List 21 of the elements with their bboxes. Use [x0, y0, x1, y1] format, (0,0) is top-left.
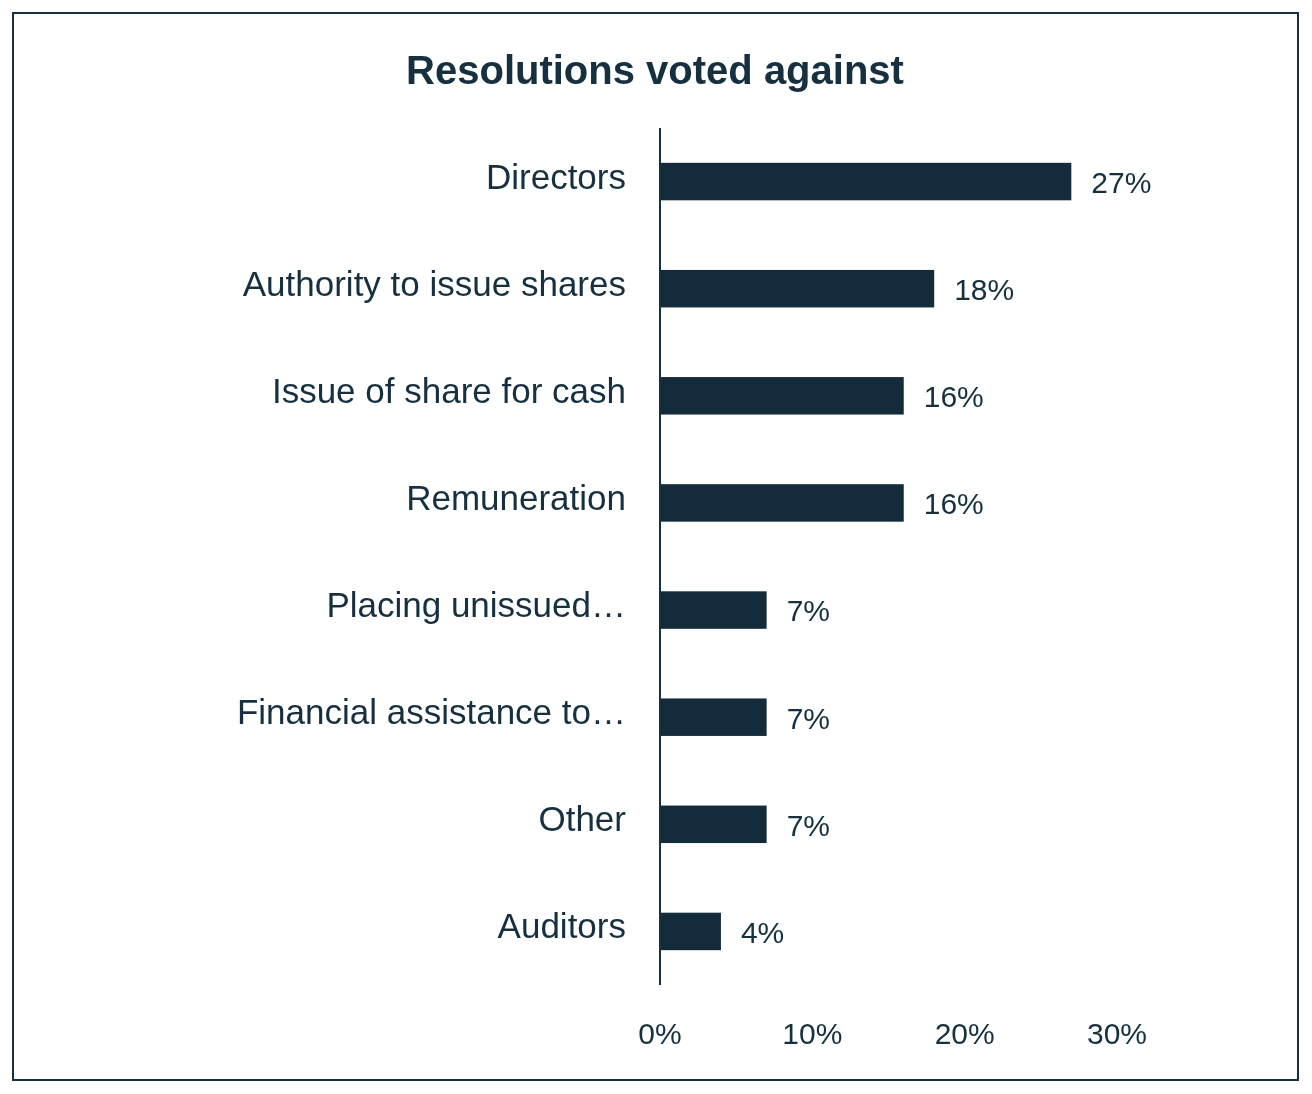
data-label: 16% — [923, 487, 984, 521]
data-label: 16% — [923, 380, 984, 414]
y-tick-label: Financial assistance to… — [236, 692, 626, 732]
x-tick-label: 30% — [1086, 1017, 1148, 1050]
x-tick-label: 20% — [934, 1017, 995, 1050]
chart-title: Resolutions voted against — [406, 48, 904, 92]
data-label: 18% — [954, 273, 1015, 307]
y-tick-label: Issue of share for cash — [271, 370, 626, 410]
data-label: 7% — [786, 701, 830, 735]
y-tick-label: Placing unissued… — [326, 585, 626, 625]
data-label: 7% — [786, 594, 830, 628]
x-tick-label: 0% — [638, 1017, 682, 1050]
data-label: 4% — [740, 915, 785, 949]
x-tick-label: 10% — [782, 1017, 843, 1050]
data-label: 27% — [1091, 165, 1152, 199]
y-tick-label: Remuneration — [406, 477, 626, 517]
y-tick-label: Authority to issue shares — [242, 263, 626, 303]
y-tick-label: Other — [538, 799, 627, 839]
y-tick-label: Directors — [485, 156, 626, 196]
y-tick-label: Auditors — [497, 906, 626, 946]
data-label: 7% — [786, 808, 830, 842]
